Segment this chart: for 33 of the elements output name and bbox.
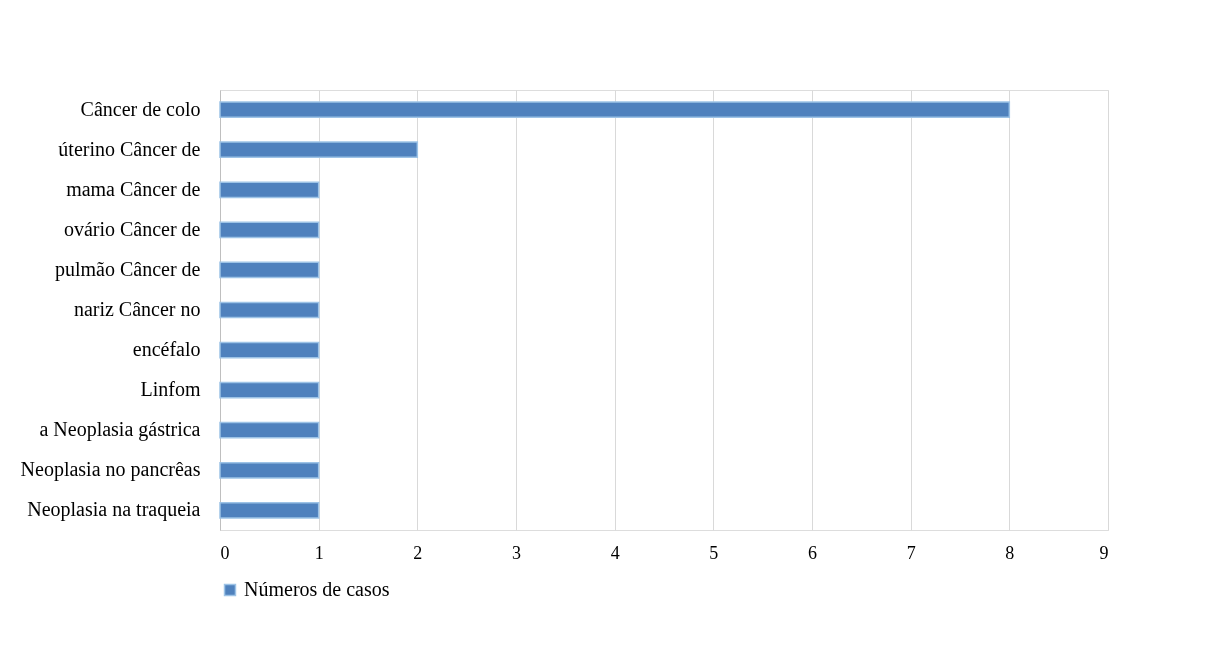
bar <box>219 502 320 519</box>
x-tick-label: 1 <box>314 542 324 563</box>
x-tick-label: 6 <box>808 542 817 563</box>
x-tick-label: 7 <box>906 542 916 563</box>
bar <box>219 181 320 199</box>
bar <box>219 461 320 479</box>
x-tick-label: 0 <box>220 542 230 563</box>
y-tick-label: mama Câncer de <box>66 177 201 200</box>
x-tick-label: 5 <box>709 542 719 563</box>
x-tick-label: 2 <box>413 542 423 563</box>
y-tick-label: a Neoplasia gástrica <box>39 418 201 442</box>
bar <box>219 101 1011 118</box>
x-tick-label: 3 <box>512 542 521 563</box>
x-tick-label: 8 <box>1005 542 1015 563</box>
y-tick-label: Câncer de colo <box>80 97 201 120</box>
bar <box>219 221 320 239</box>
bar <box>219 301 320 319</box>
x-tick-label: 9 <box>1099 542 1109 563</box>
x-tick-label: 4 <box>610 542 620 563</box>
legend-label: Números de casos <box>244 578 390 600</box>
y-tick-label: Linfom <box>140 378 201 401</box>
y-tick-label: ovário Câncer de <box>63 217 201 240</box>
y-tick-label: encéfalo <box>132 338 201 361</box>
y-tick-label: pulmão Câncer de <box>55 257 201 281</box>
bar <box>219 341 320 359</box>
bar <box>219 421 320 439</box>
y-tick-label: Neoplasia na traqueia <box>27 498 201 522</box>
bar <box>219 381 320 399</box>
y-tick-label: úterino Câncer de <box>58 137 201 160</box>
bar <box>219 141 419 159</box>
bar <box>219 261 320 279</box>
y-tick-label: Neoplasia no pancrêas <box>20 458 201 482</box>
y-tick-label: nariz Câncer no <box>73 298 201 320</box>
